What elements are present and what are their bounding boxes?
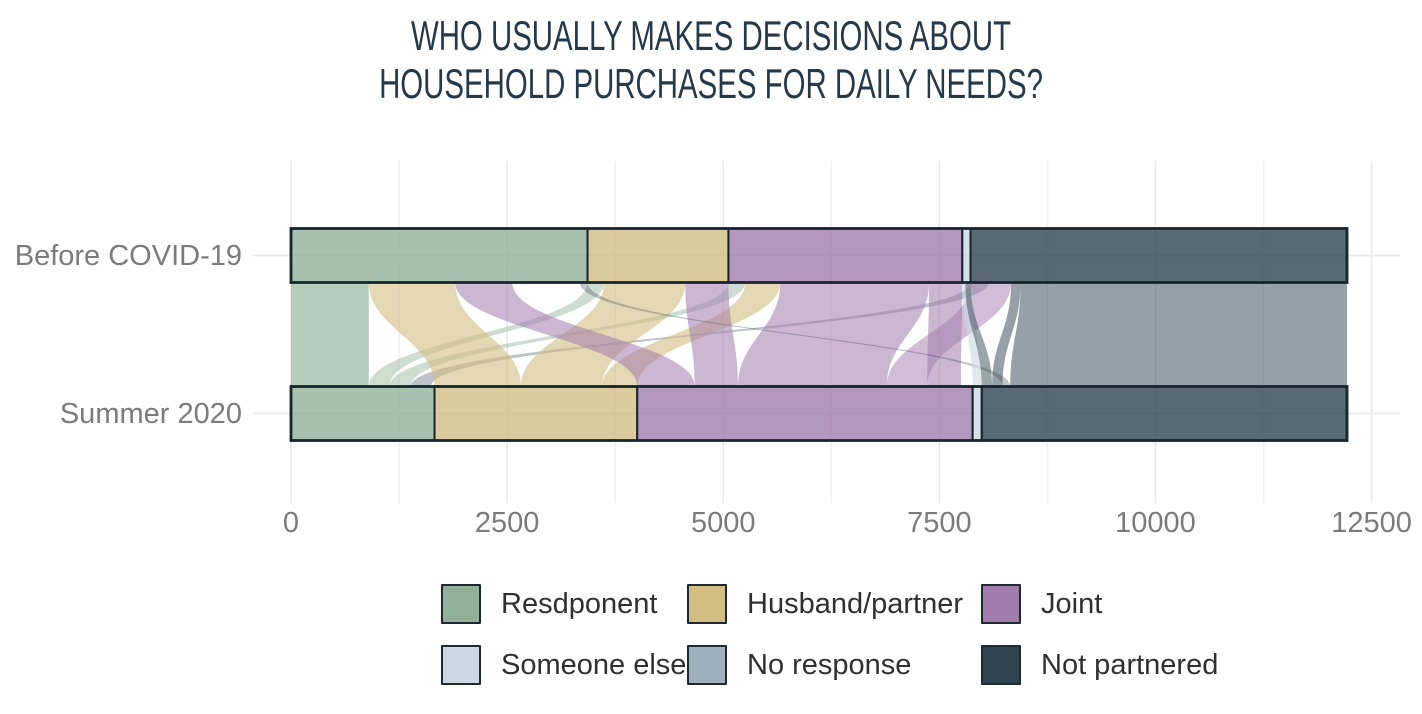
chart-title: WHO USUALLY MAKES DECISIONS ABOUT HOUSEH… bbox=[0, 12, 1422, 108]
legend-item: Resdponent bbox=[441, 584, 657, 624]
x-tick-label: 7500 bbox=[907, 507, 972, 539]
x-tick-label: 12500 bbox=[1331, 507, 1412, 539]
bar-segment bbox=[586, 227, 730, 284]
flow-ribbon bbox=[368, 282, 521, 387]
legend-label: No response bbox=[747, 649, 912, 681]
legend-swatch bbox=[441, 645, 481, 685]
legend-swatch bbox=[441, 584, 481, 624]
legend-item: Someone else bbox=[441, 645, 686, 685]
flow-ribbon bbox=[737, 282, 930, 387]
bar-outline bbox=[289, 227, 1349, 284]
bar-segment bbox=[969, 227, 1349, 284]
x-tick-label: 5000 bbox=[690, 507, 756, 539]
legend-swatch bbox=[687, 584, 727, 624]
legend-swatch bbox=[687, 645, 727, 685]
legend-swatch bbox=[981, 584, 1021, 624]
x-tick-label: 0 bbox=[282, 507, 300, 539]
flow-ribbon bbox=[927, 282, 963, 387]
bar-segment bbox=[727, 227, 964, 284]
legend-item: Not partnered bbox=[981, 645, 1218, 685]
legend-label: Someone else bbox=[501, 649, 687, 681]
bar-segment bbox=[961, 227, 972, 284]
legend-label: Not partnered bbox=[1041, 649, 1219, 681]
legend-item: No response bbox=[687, 645, 911, 685]
legend-label: Husband/partner bbox=[747, 588, 964, 620]
flow-ribbon bbox=[291, 282, 369, 387]
flow-ribbon bbox=[685, 282, 738, 387]
legend-swatch bbox=[981, 645, 1021, 685]
bar-segment bbox=[636, 385, 974, 442]
bar-segment bbox=[290, 227, 589, 284]
flow-ribbon bbox=[962, 282, 982, 387]
bar-outline bbox=[289, 385, 1349, 442]
chart-title-line1: WHO USUALLY MAKES DECISIONS ABOUT bbox=[410, 12, 1012, 59]
bar-segment bbox=[971, 385, 983, 442]
bar-segment bbox=[433, 385, 639, 442]
y-axis-label: Before COVID-19 bbox=[14, 239, 242, 272]
legend-label: Resdponent bbox=[501, 588, 658, 620]
flow-ribbon bbox=[455, 282, 695, 387]
chart-title-line2: HOUSEHOLD PURCHASES FOR DAILY NEEDS? bbox=[379, 60, 1043, 107]
x-tick-label: 2500 bbox=[474, 507, 540, 539]
flow-ribbon bbox=[965, 282, 993, 387]
bar-segment bbox=[980, 385, 1348, 442]
bar-segment bbox=[290, 385, 436, 442]
x-tick-label: 10000 bbox=[1115, 507, 1196, 539]
flow-ribbon bbox=[992, 282, 1021, 387]
legend-label: Joint bbox=[1041, 588, 1103, 620]
legend-item: Joint bbox=[981, 584, 1102, 624]
flow-ribbon bbox=[579, 282, 1011, 387]
y-axis-label: Summer 2020 bbox=[59, 397, 242, 430]
legend-item: Husband/partner bbox=[687, 584, 963, 624]
flow-ribbon bbox=[1010, 282, 1347, 387]
